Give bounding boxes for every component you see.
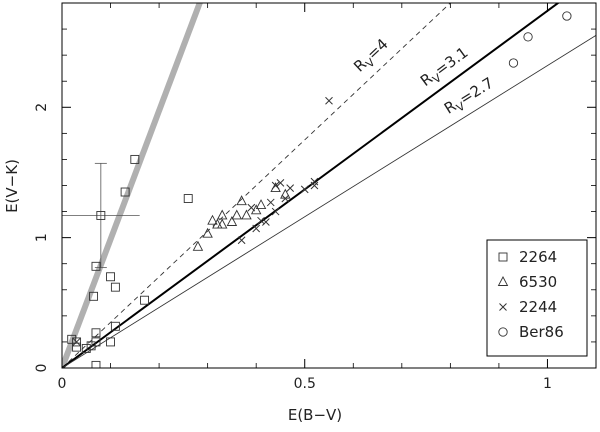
axis-ticks xyxy=(61,3,597,369)
point-6530-7 xyxy=(231,209,243,220)
legend-marker-Ber86 xyxy=(498,327,508,337)
point-2244-7 xyxy=(271,181,280,190)
y-tick-label: 0 xyxy=(34,364,50,373)
point-6530-0 xyxy=(192,240,204,251)
point-2264-7 xyxy=(91,337,101,347)
point-2244-0 xyxy=(72,338,81,346)
point-2264-16 xyxy=(130,154,140,164)
point-2264-6 xyxy=(91,328,101,338)
point-6530-11 xyxy=(255,199,267,210)
error-bar xyxy=(62,162,140,269)
point-2244-6 xyxy=(266,198,275,207)
point-2244-14 xyxy=(310,181,319,190)
point-2264-10 xyxy=(96,211,106,220)
point-2244-12 xyxy=(300,185,309,194)
reference-line-0 xyxy=(62,3,203,368)
point-6530-8 xyxy=(236,195,247,206)
point-2244-10 xyxy=(281,194,290,203)
reference-line-labels: RV=6RV=4RV=3.1RV=2.7 xyxy=(350,35,498,121)
point-2244-5 xyxy=(262,218,270,226)
point-6530-9 xyxy=(241,209,252,220)
legend-marker-2264 xyxy=(498,252,508,262)
point-2264-2 xyxy=(72,342,82,352)
point-2264-9 xyxy=(91,261,101,271)
point-2264-12 xyxy=(106,272,115,282)
x-axis-label: E(B−V) xyxy=(288,406,342,424)
y-axis-label: E(V−K) xyxy=(3,159,21,213)
legend-label-2264: 2264 xyxy=(519,248,557,266)
point-2244-13 xyxy=(310,177,319,186)
point-Ber86-2 xyxy=(562,11,572,21)
reference-line-3 xyxy=(62,34,596,368)
y-tick-label: 2 xyxy=(34,103,50,112)
point-2244-1 xyxy=(237,236,246,245)
reference-line-2 xyxy=(62,3,560,368)
point-2244-4 xyxy=(257,216,265,225)
reference-line-label-1: RV=4 xyxy=(350,35,394,78)
axis-tick-labels: 0 0.5 1 0 1 2 xyxy=(34,103,552,392)
legend: 2264 6530 2244 Ber86 xyxy=(486,239,588,357)
legend-label-2244: 2244 xyxy=(519,298,557,316)
point-6530-13 xyxy=(280,188,291,199)
point-2264-13 xyxy=(110,282,120,292)
point-2264-8 xyxy=(91,360,101,368)
point-Ber86-1 xyxy=(523,32,533,42)
point-6530-2 xyxy=(207,214,218,225)
point-2244-9 xyxy=(276,179,285,187)
point-6530-6 xyxy=(226,216,238,226)
legend-box xyxy=(486,239,588,357)
reference-lines xyxy=(62,3,596,368)
point-2264-11 xyxy=(106,337,115,347)
point-2264-0 xyxy=(67,334,77,344)
point-2264-1 xyxy=(72,337,82,347)
point-2264-3 xyxy=(81,343,91,353)
point-2264-5 xyxy=(89,291,99,301)
point-2244-2 xyxy=(247,203,256,212)
point-2244-3 xyxy=(252,224,261,233)
point-2244-8 xyxy=(271,207,280,216)
point-2264-15 xyxy=(120,187,130,197)
point-2244-11 xyxy=(286,184,295,192)
point-2264-18 xyxy=(183,194,193,203)
point-6530-5 xyxy=(216,218,228,229)
point-6530-10 xyxy=(250,204,262,215)
reference-line-label-3: RV=2.7 xyxy=(441,74,498,121)
y-tick-label: 1 xyxy=(34,233,50,242)
legend-marker-2244 xyxy=(499,303,507,311)
point-2244-15 xyxy=(325,96,333,105)
x-tick-label: 0 xyxy=(58,376,67,392)
point-2264-14 xyxy=(110,321,120,331)
data-points xyxy=(67,11,572,368)
point-6530-1 xyxy=(202,227,213,238)
legend-label-Ber86: Ber86 xyxy=(519,323,564,341)
point-Ber86-0 xyxy=(508,58,519,68)
x-tick-label: 0.5 xyxy=(294,376,316,392)
point-2264-17 xyxy=(140,295,149,305)
legend-marker-6530 xyxy=(497,276,509,286)
x-tick-label: 1 xyxy=(543,376,552,392)
legend-label-6530: 6530 xyxy=(519,273,557,291)
